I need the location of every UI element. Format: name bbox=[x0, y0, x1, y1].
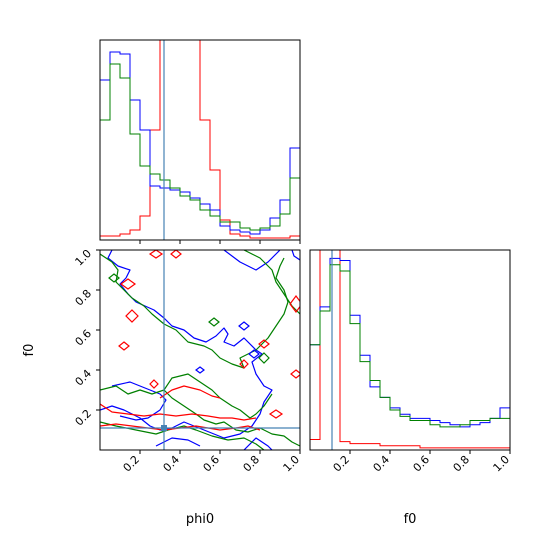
contour-green-7 bbox=[100, 385, 300, 447]
f0-hist-xtick-label: 0.2 bbox=[331, 453, 353, 475]
contour-island-blue-14 bbox=[238, 321, 250, 331]
f0-hist-xtick-label: 0.4 bbox=[371, 453, 393, 475]
joint-ytick-label: 0.2 bbox=[73, 407, 95, 429]
contour-green-6 bbox=[100, 253, 289, 369]
f0-hist-xlabel: f0 bbox=[404, 512, 417, 527]
joint-xtick-label: 0.6 bbox=[201, 453, 223, 475]
f0-histogram-frame bbox=[309, 249, 511, 451]
phi0-histogram-frame bbox=[99, 39, 301, 241]
joint-frame bbox=[99, 249, 301, 451]
contour-blue-3 bbox=[291, 250, 300, 261]
contour-island-red-6 bbox=[239, 359, 249, 369]
phi0-hist-series-red bbox=[100, 40, 300, 240]
f0-hist-xtick-label: 0.8 bbox=[451, 453, 473, 475]
contour-green-10 bbox=[243, 250, 300, 315]
contour-island-red-2 bbox=[119, 278, 137, 290]
joint-ytick-label: 0.8 bbox=[73, 287, 95, 309]
contour-island-red-4 bbox=[118, 341, 130, 351]
phi0-hist-series-green bbox=[100, 63, 300, 240]
f0-hist-series-red bbox=[310, 250, 510, 450]
f0-hist-xtick-label: 0.6 bbox=[411, 453, 433, 475]
contour-island-red-7 bbox=[289, 295, 300, 313]
phi0-histogram-panel bbox=[99, 39, 301, 244]
contour-red-13 bbox=[159, 385, 221, 399]
f0-hist-series-green bbox=[310, 264, 510, 450]
contour-green-9 bbox=[163, 373, 273, 419]
f0-histogram-panel: 0.2 0.4 0.6 0.8 1.0 f0 bbox=[309, 249, 513, 527]
contour-island-green-12 bbox=[258, 352, 270, 364]
f0-hist-xtick-label: 1.0 bbox=[491, 453, 513, 475]
joint-truth-marker bbox=[161, 425, 167, 431]
joint-xtick-label: 0.8 bbox=[241, 453, 263, 475]
contour-blue-4 bbox=[155, 437, 201, 447]
contour-island-red-5 bbox=[258, 339, 270, 349]
contour-island-green-11 bbox=[208, 317, 220, 327]
joint-ytick-label: 0.4 bbox=[73, 367, 95, 389]
contour-island-red-0 bbox=[148, 250, 164, 259]
joint-ytick-label: 1.0 bbox=[73, 247, 95, 269]
joint-xtick-label: 0.2 bbox=[121, 453, 143, 475]
contour-blue-2 bbox=[223, 250, 281, 271]
contour-island-green-13 bbox=[108, 273, 120, 283]
joint-xlabel: phi0 bbox=[186, 512, 214, 527]
contour-island-blue-15 bbox=[248, 349, 260, 359]
joint-ylabel: f0 bbox=[22, 344, 37, 357]
joint-plot-area bbox=[100, 250, 300, 450]
contour-blue-1 bbox=[111, 381, 167, 421]
contour-red-11 bbox=[100, 403, 257, 421]
contour-island-red-8 bbox=[290, 369, 300, 379]
contour-island-red-9 bbox=[268, 409, 284, 419]
joint-xtick-label: 1.0 bbox=[281, 453, 303, 475]
phi0-histogram-plot-area bbox=[100, 40, 300, 240]
f0-hist-series-blue bbox=[310, 257, 510, 450]
contour-blue-5 bbox=[243, 437, 273, 450]
contour-island-red-3 bbox=[125, 309, 139, 323]
joint-xtick-label: 0.4 bbox=[161, 453, 183, 475]
joint-ytick-label: 0.6 bbox=[73, 327, 95, 349]
contour-island-red-10 bbox=[149, 379, 159, 389]
joint-contour-panel: 0.2 0.4 0.6 0.8 1.0 0.2 0.4 0.6 0.8 1.0 phi0 f0 bbox=[22, 247, 302, 527]
contour-island-blue-16 bbox=[195, 366, 205, 374]
contour-green-8 bbox=[100, 421, 265, 450]
f0-histogram-plot-area bbox=[310, 250, 510, 450]
contour-island-red-1 bbox=[170, 250, 182, 259]
